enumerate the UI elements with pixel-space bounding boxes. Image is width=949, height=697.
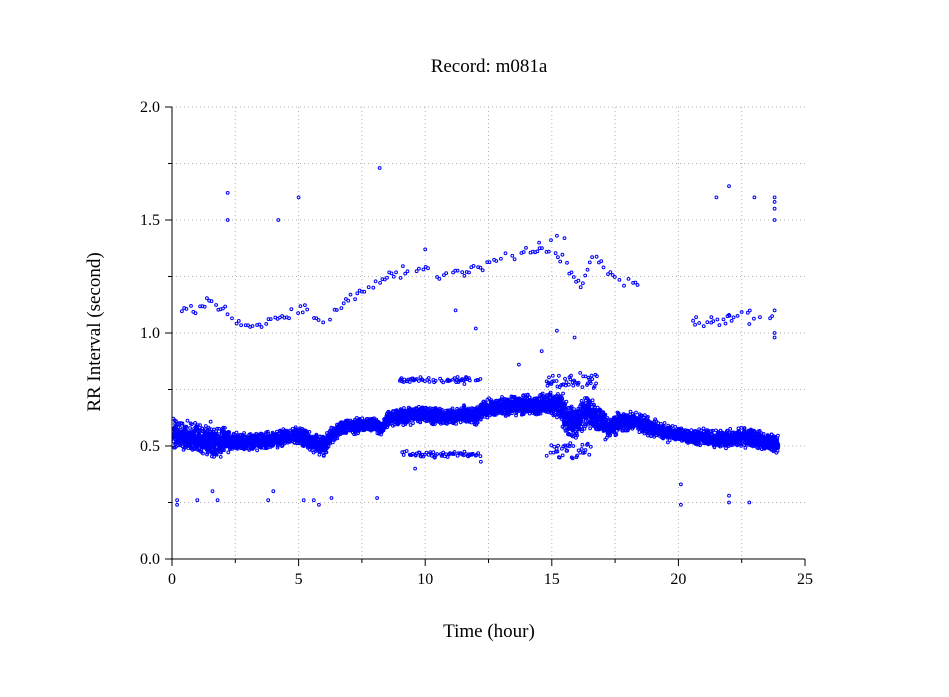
rr-point bbox=[221, 425, 226, 430]
rr-point bbox=[293, 425, 298, 430]
rr-point bbox=[662, 421, 667, 425]
rr-point bbox=[642, 413, 647, 418]
rr-point bbox=[184, 424, 189, 429]
rr-point bbox=[307, 430, 312, 434]
rr-point bbox=[234, 430, 239, 435]
rr-point bbox=[210, 454, 214, 459]
rr-point bbox=[604, 435, 609, 440]
rr-point bbox=[588, 426, 592, 431]
rr-point bbox=[454, 422, 459, 426]
rr-point bbox=[255, 448, 260, 453]
rr-point bbox=[185, 418, 190, 423]
rr-point bbox=[322, 453, 326, 458]
rr-point bbox=[188, 426, 192, 430]
rr-point bbox=[381, 428, 386, 433]
rr-point bbox=[469, 420, 474, 425]
grid bbox=[172, 106, 805, 559]
rr-point bbox=[227, 432, 231, 436]
rr-point bbox=[418, 420, 423, 425]
rr-point bbox=[383, 425, 388, 430]
rr-point bbox=[174, 424, 179, 429]
rr-point bbox=[201, 451, 205, 456]
rr-point bbox=[212, 455, 216, 459]
rr-point bbox=[564, 399, 569, 404]
rr-point bbox=[344, 431, 349, 435]
rr-point bbox=[548, 390, 553, 395]
rr-point bbox=[305, 430, 310, 435]
rr-point bbox=[572, 407, 576, 412]
rr-point bbox=[205, 452, 209, 457]
rr-point bbox=[667, 438, 672, 443]
rr-point bbox=[590, 398, 595, 403]
rr-point bbox=[450, 406, 455, 411]
rr-point bbox=[212, 427, 216, 432]
rr-point bbox=[200, 426, 205, 431]
rr-point bbox=[222, 448, 226, 453]
rr-point bbox=[360, 416, 365, 421]
rr-point bbox=[198, 423, 202, 428]
rr-point bbox=[335, 436, 340, 441]
rr-point bbox=[189, 422, 194, 427]
rr-point bbox=[223, 426, 227, 430]
rr-point bbox=[673, 424, 678, 429]
rr-point bbox=[314, 432, 319, 437]
rr-point bbox=[326, 444, 331, 449]
rr-point bbox=[561, 391, 565, 396]
rr-point bbox=[227, 430, 232, 435]
rr-point bbox=[242, 431, 247, 435]
rr-point bbox=[411, 421, 415, 426]
rr-point bbox=[180, 421, 185, 426]
rr-point bbox=[309, 448, 314, 453]
rr-point bbox=[231, 431, 236, 436]
rr-point bbox=[215, 426, 220, 431]
rr-point bbox=[318, 434, 322, 439]
rr-point bbox=[510, 411, 514, 416]
rr-point bbox=[218, 455, 223, 459]
rr-point bbox=[265, 429, 270, 434]
rr-point bbox=[634, 410, 638, 415]
rr-point bbox=[592, 405, 597, 410]
rr-point bbox=[193, 421, 198, 425]
rr-point bbox=[214, 452, 219, 457]
rr-point bbox=[317, 452, 322, 457]
rr-point bbox=[314, 436, 319, 440]
rr-point bbox=[562, 426, 566, 430]
rr-point bbox=[226, 450, 231, 455]
rr-point bbox=[402, 406, 406, 410]
rr-point bbox=[208, 419, 213, 424]
rr-point bbox=[196, 423, 200, 428]
rr-point bbox=[324, 450, 329, 455]
rr-point bbox=[200, 429, 205, 433]
data-points bbox=[171, 166, 781, 507]
